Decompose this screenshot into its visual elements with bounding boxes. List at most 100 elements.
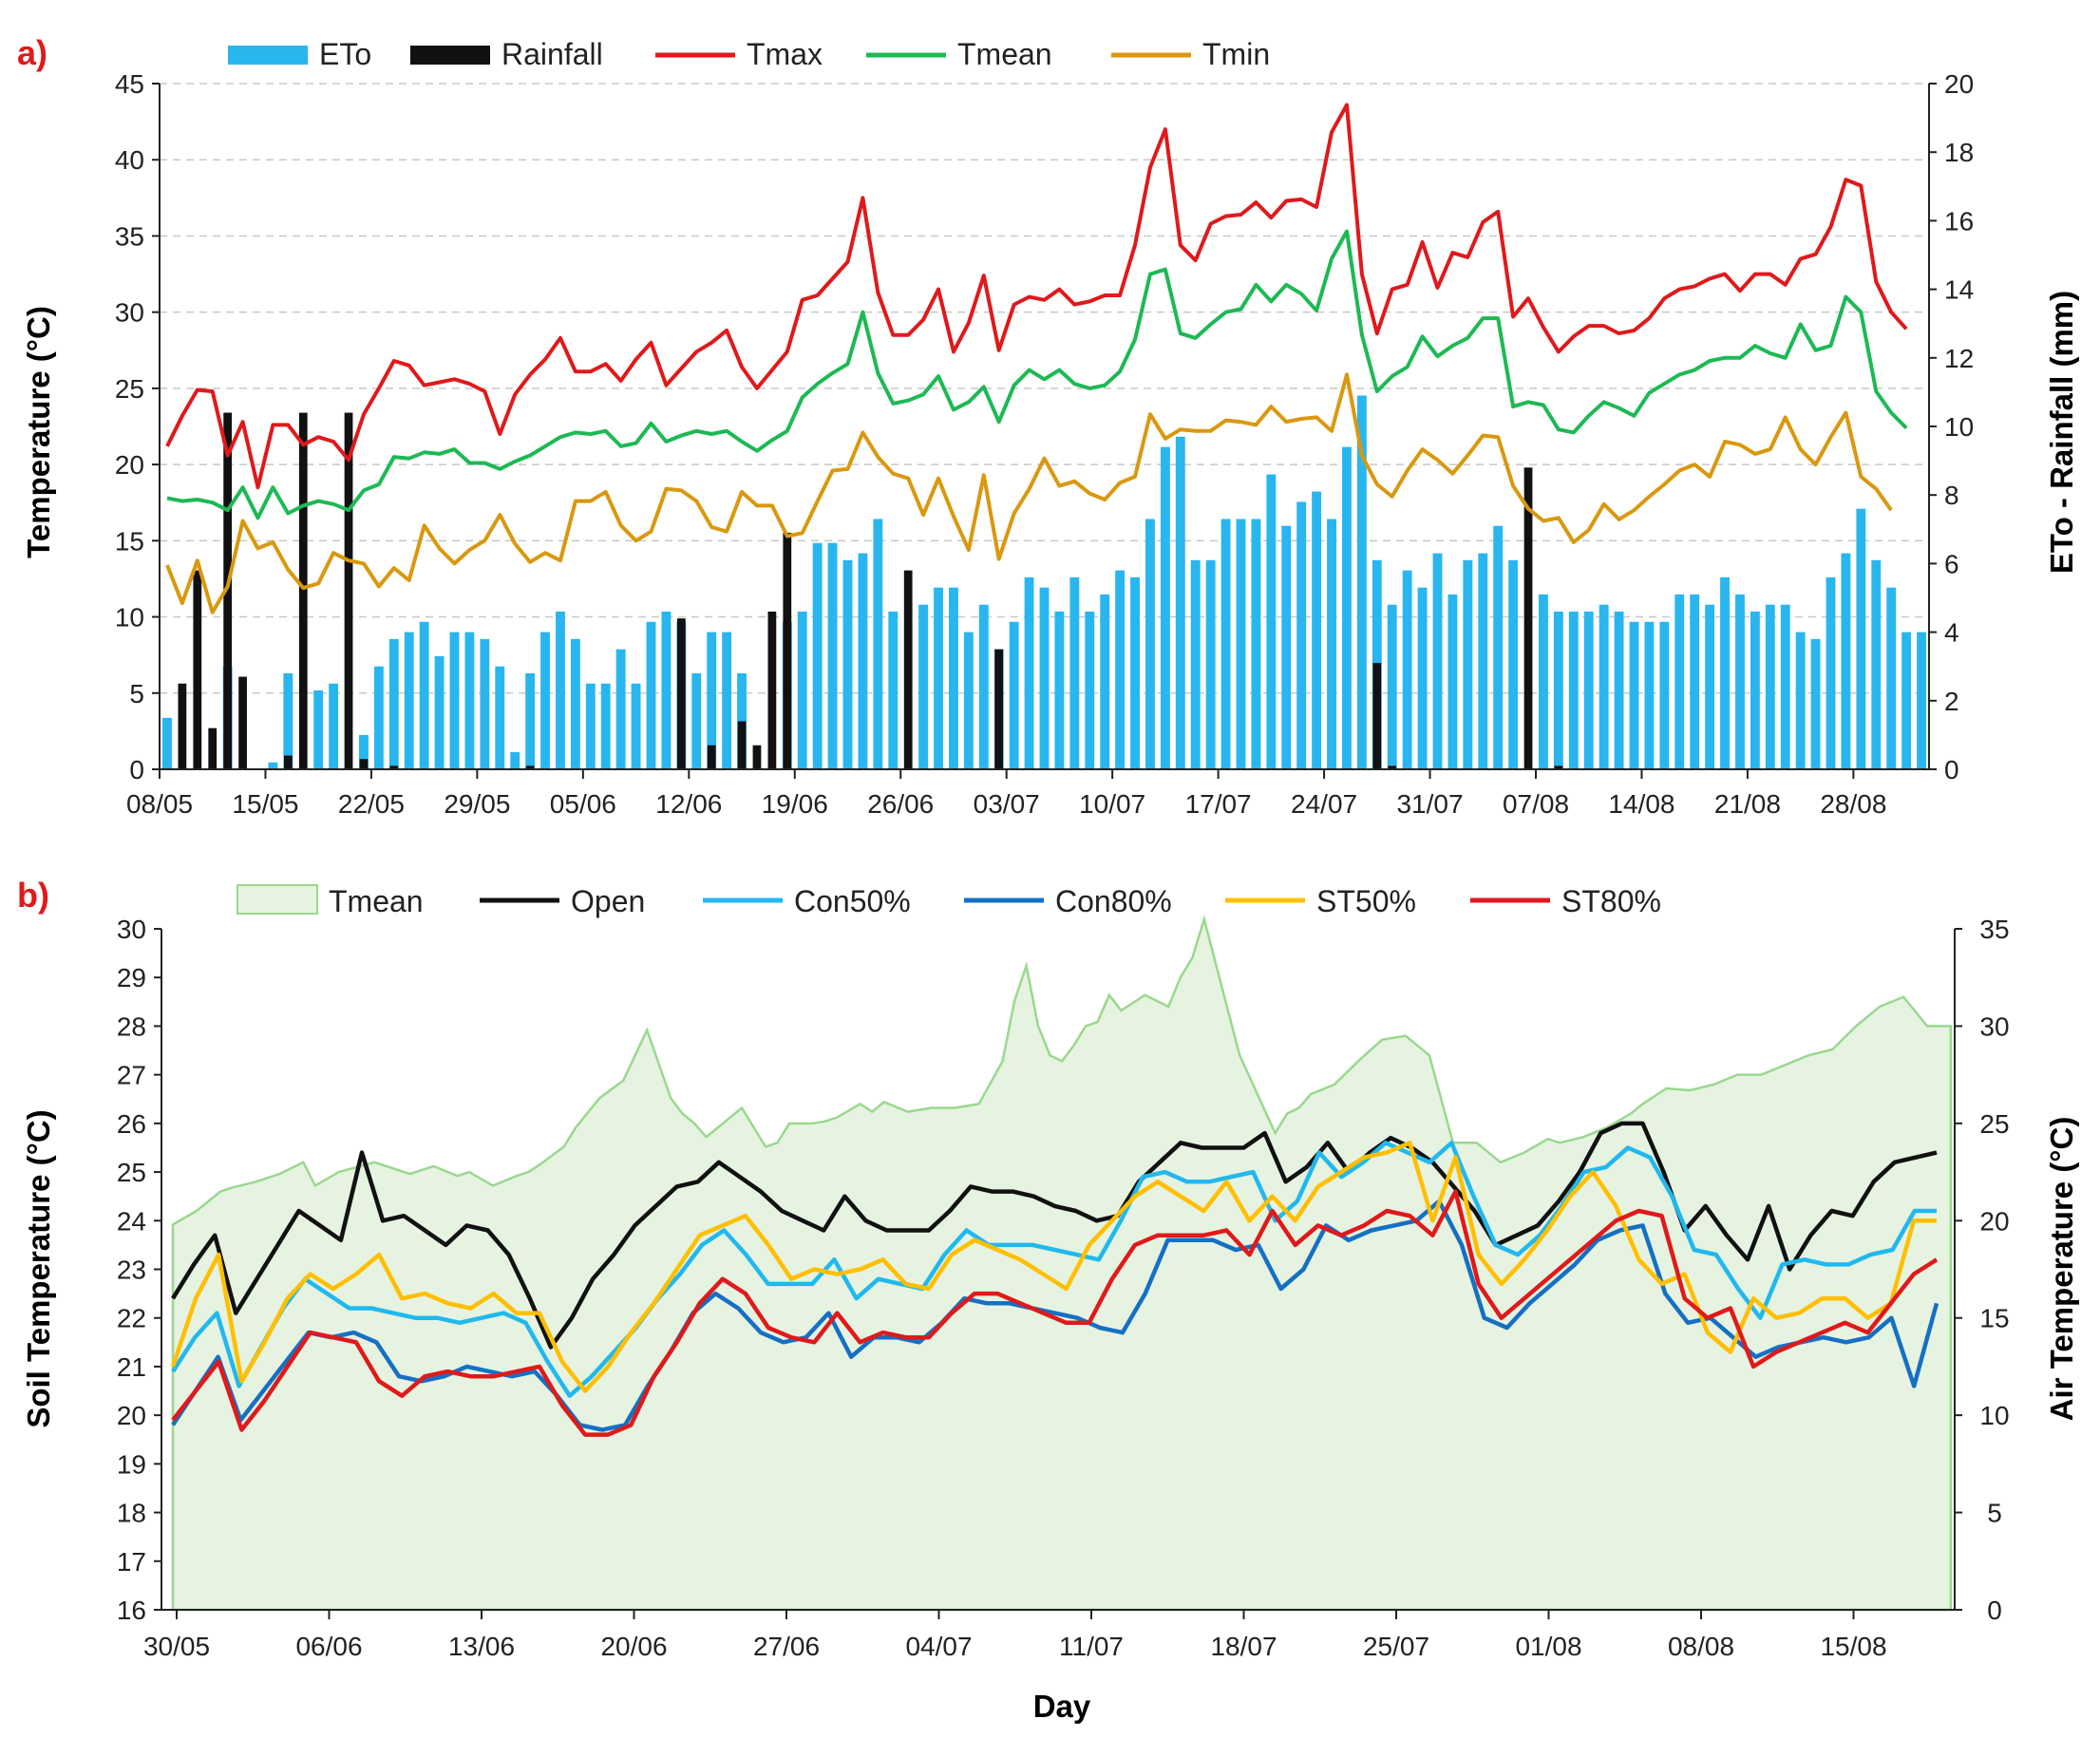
chart-b-y2label: Air Temperature (°C) <box>2044 1117 2079 1422</box>
chart-b-ytick-label: 17 <box>117 1547 146 1577</box>
rainfall-bar <box>359 759 369 769</box>
chart-b-xtick-label: 27/06 <box>753 1632 820 1661</box>
legend-label-open: Open <box>571 884 645 918</box>
eto-bar <box>1054 611 1065 769</box>
eto-bar <box>722 632 732 769</box>
chart-b-xtick-label: 13/06 <box>448 1632 515 1661</box>
chart-a-y2tick-label: 4 <box>1944 618 1959 648</box>
eto-bar <box>1810 638 1821 769</box>
chart-b-xtick-label: 20/06 <box>600 1632 667 1661</box>
chart-a-ytick-label: 20 <box>115 450 144 480</box>
eto-bar <box>556 611 565 769</box>
eto-bar <box>419 621 429 769</box>
eto-bar <box>1780 604 1790 769</box>
eto-bar <box>1886 587 1897 769</box>
chart-a-y2tick-label: 8 <box>1944 481 1959 510</box>
eto-bar <box>1251 519 1261 769</box>
chart-b-ytick-label: 20 <box>117 1401 146 1430</box>
chart-b-ytick-label: 21 <box>117 1352 146 1382</box>
rainfall-bar <box>903 570 913 769</box>
con80-line <box>171 1199 1939 1432</box>
eto-bar <box>1175 436 1185 769</box>
eto-bar <box>797 611 807 769</box>
eto-bar <box>1659 621 1670 769</box>
chart-b-ytick-label: 24 <box>117 1206 146 1236</box>
chart-a-y2label: ETo - Rainfall (mm) <box>2044 291 2079 574</box>
chart-a-xtick-label: 17/07 <box>1185 789 1252 819</box>
eto-bar <box>540 632 550 769</box>
eto-bar <box>888 611 899 769</box>
eto-bar <box>1190 559 1201 769</box>
chart-b-ytick-label: 27 <box>117 1061 146 1090</box>
chart-b-ytick-label: 30 <box>117 915 146 944</box>
tmean-line <box>166 229 1908 520</box>
rainfall-bar <box>1523 467 1533 769</box>
eto-bar <box>1690 594 1700 769</box>
chart-a-ytick-label: 10 <box>115 603 144 633</box>
chart-b-y2tick-label: 25 <box>1979 1109 2009 1139</box>
chart-b-y2tick-label: 15 <box>1979 1304 2009 1333</box>
chart-b-ytick-label: 16 <box>117 1596 146 1625</box>
chart-a-y2tick-label: 18 <box>1944 138 1974 167</box>
eto-bar <box>464 632 475 769</box>
eto-bar <box>1039 587 1050 769</box>
chart-b-y2tick-label: 30 <box>1979 1011 2009 1041</box>
chart-b-xtick-label: 30/05 <box>143 1632 210 1661</box>
rainfall-bar <box>737 721 747 769</box>
chart-b-y2tick-label: 35 <box>1979 915 2009 944</box>
eto-bar <box>1841 553 1851 769</box>
chart-b-y2tick-label: 10 <box>1979 1401 2009 1430</box>
eto-bar <box>812 542 823 769</box>
chart-b-xtick-label: 08/08 <box>1668 1632 1734 1661</box>
eto-bar <box>1735 594 1745 769</box>
eto-bar <box>1024 576 1034 769</box>
eto-bar <box>1644 621 1655 769</box>
rainfall-bar <box>525 765 535 769</box>
eto-bar <box>1614 611 1624 769</box>
eto-bar <box>1205 559 1216 769</box>
rainfall-bar <box>298 412 308 769</box>
eto-bar <box>1568 611 1579 769</box>
eto-bar <box>1493 525 1504 769</box>
chart-a-xtick-label: 24/07 <box>1291 789 1357 819</box>
chart-b-ytick-label: 25 <box>117 1158 146 1187</box>
eto-bar <box>661 611 672 769</box>
rainfall-bar <box>994 649 1004 769</box>
eto-bar <box>1765 604 1775 769</box>
chart-b-xlabel: Day <box>1033 1689 1091 1724</box>
eto-bar <box>918 604 929 769</box>
eto-bar <box>1009 621 1019 769</box>
chart-b-xtick-label: 11/07 <box>1059 1632 1124 1661</box>
eto-bar <box>1402 570 1412 769</box>
chart-b-y2tick-label: 20 <box>1979 1206 2009 1236</box>
eto-bar <box>1115 570 1126 769</box>
eto-bar <box>1599 604 1609 769</box>
chart-a-y2tick-label: 14 <box>1944 275 1974 305</box>
chart-b-y2tick-label: 0 <box>1987 1596 2002 1625</box>
eto-bar <box>404 632 414 769</box>
chart-a-xtick-label: 19/06 <box>762 789 828 819</box>
open-line <box>171 1121 1938 1350</box>
chart-a-y2tick-label: 0 <box>1944 755 1959 784</box>
eto-bar <box>1629 621 1639 769</box>
legend-label-tmin: Tmin <box>1202 37 1270 71</box>
eto-bar <box>495 666 505 769</box>
rainfall-bar <box>178 683 187 769</box>
chart-a-y2tick-label: 6 <box>1944 549 1959 578</box>
chart-b-y2tick-label: 5 <box>1987 1499 2002 1528</box>
chart-a-xtick-label: 31/07 <box>1396 789 1463 819</box>
eto-bar <box>1069 576 1080 769</box>
legend-label-st80: ST80% <box>1561 884 1661 918</box>
eto-bar <box>388 638 399 769</box>
eto-bar <box>1871 559 1882 769</box>
chart-b-xtick-label: 18/07 <box>1210 1632 1277 1661</box>
chart-a-xtick-label: 03/07 <box>974 789 1040 819</box>
chart-a-y2tick-label: 2 <box>1944 687 1959 716</box>
rainfall-bar <box>1372 663 1382 769</box>
eto-bar <box>1327 519 1336 769</box>
panel-label-b: b) <box>17 876 49 915</box>
eto-bar <box>949 587 958 769</box>
chart-a-xtick-label: 29/05 <box>444 789 510 819</box>
rainfall-bar <box>208 727 218 769</box>
